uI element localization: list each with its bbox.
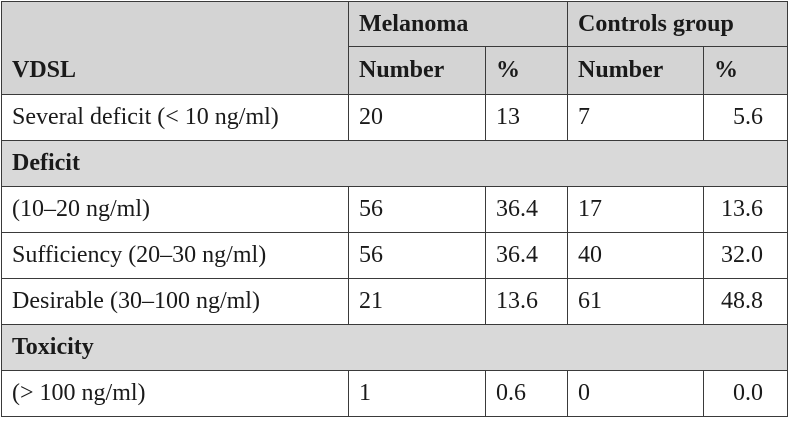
section-label: Deficit [1,140,788,187]
controls-number-cell: 0 [567,370,704,417]
melanoma-number-cell: 56 [348,186,486,233]
table-body: Several deficit (< 10 ng/ml) 20 13 7 5.6… [1,94,788,417]
header-melanoma-number: Number [348,46,486,95]
melanoma-number-cell: 1 [348,370,486,417]
melanoma-number-cell: 56 [348,232,486,279]
row-label: (10–20 ng/ml) [1,186,349,233]
table-row: (> 100 ng/ml) 1 0.6 0 0.0 [1,370,788,417]
controls-percent-cell: 13.6 [703,186,788,233]
melanoma-number-cell: 21 [348,278,486,325]
controls-percent-cell: 0.0 [703,370,788,417]
melanoma-percent-cell: 0.6 [485,370,568,417]
row-label: Several deficit (< 10 ng/ml) [1,94,349,141]
melanoma-percent-cell: 36.4 [485,186,568,233]
melanoma-percent-cell: 13 [485,94,568,141]
section-row: Deficit [1,140,788,187]
section-label: Toxicity [1,324,788,371]
row-label: Desirable (30–100 ng/ml) [1,278,349,325]
controls-number-cell: 7 [567,94,704,141]
controls-percent-cell: 32.0 [703,232,788,279]
controls-percent-cell: 48.8 [703,278,788,325]
melanoma-percent-cell: 13.6 [485,278,568,325]
row-label: (> 100 ng/ml) [1,370,349,417]
header-controls-number: Number [567,46,704,95]
row-label: Sufficiency (20–30 ng/ml) [1,232,349,279]
melanoma-number-cell: 20 [348,94,486,141]
controls-percent-cell: 5.6 [703,94,788,141]
header-vdsl: VDSL [1,1,349,95]
table-row: Sufficiency (20–30 ng/ml) 56 36.4 40 32.… [1,232,788,279]
controls-number-cell: 17 [567,186,704,233]
table-row: Desirable (30–100 ng/ml) 21 13.6 61 48.8 [1,278,788,325]
section-row: Toxicity [1,324,788,371]
controls-number-cell: 61 [567,278,704,325]
controls-number-cell: 40 [567,232,704,279]
header-group-controls: Controls group [567,1,788,47]
vdsl-table: VDSL Melanoma Controls group Number % Nu… [1,1,788,417]
table-row: (10–20 ng/ml) 56 36.4 17 13.6 [1,186,788,233]
melanoma-percent-cell: 36.4 [485,232,568,279]
table-row: Several deficit (< 10 ng/ml) 20 13 7 5.6 [1,94,788,141]
header-controls-percent: % [703,46,788,95]
header-group-melanoma: Melanoma [348,1,568,47]
header-melanoma-percent: % [485,46,568,95]
